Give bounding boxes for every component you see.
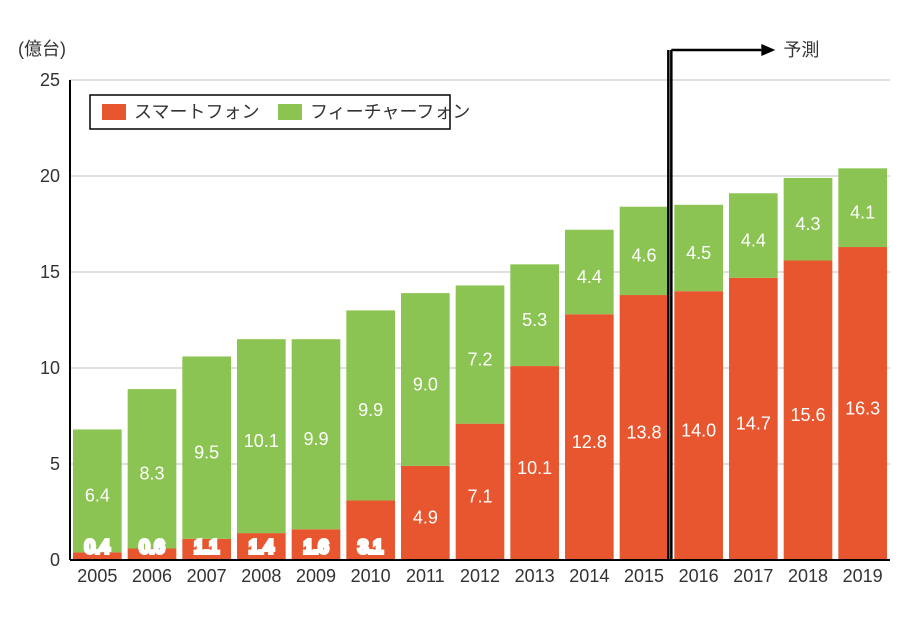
bar-value: 9.0 xyxy=(413,374,438,394)
bar-value: 9.5 xyxy=(194,442,219,462)
bar-value: 4.3 xyxy=(795,214,820,234)
bar-value: 7.1 xyxy=(467,487,492,507)
x-tick-label: 2008 xyxy=(241,566,281,586)
bar-value: 6.4 xyxy=(85,486,110,506)
bar-value: 0.6 xyxy=(139,537,164,557)
y-tick-label: 0 xyxy=(50,550,60,570)
y-tick-label: 25 xyxy=(40,70,60,90)
x-tick-label: 2009 xyxy=(296,566,336,586)
x-tick-label: 2015 xyxy=(624,566,664,586)
bar-value: 8.3 xyxy=(139,464,164,484)
bar-value: 3.1 xyxy=(358,537,383,557)
x-tick-label: 2007 xyxy=(187,566,227,586)
bar-value: 12.8 xyxy=(572,432,607,452)
y-tick-label: 15 xyxy=(40,262,60,282)
bar-value: 4.1 xyxy=(850,202,875,222)
chart-container: 05101520250.40.46.40.60.68.31.11.19.51.4… xyxy=(0,0,904,627)
x-tick-label: 2016 xyxy=(679,566,719,586)
bar-value: 1.4 xyxy=(249,537,274,557)
bar-value: 9.9 xyxy=(303,429,328,449)
bar-value: 0.4 xyxy=(85,537,110,557)
bar-value: 14.7 xyxy=(736,414,771,434)
legend-label: フィーチャーフォン xyxy=(310,102,470,122)
x-tick-label: 2011 xyxy=(406,566,445,586)
forecast-label: 予測 xyxy=(783,40,819,60)
bar-value: 4.5 xyxy=(686,243,711,263)
x-tick-label: 2013 xyxy=(515,566,555,586)
bar-value: 9.9 xyxy=(358,400,383,420)
bar-value: 13.8 xyxy=(626,422,661,442)
x-tick-label: 2019 xyxy=(843,566,883,586)
x-tick-label: 2010 xyxy=(351,566,391,586)
bar-value: 1.6 xyxy=(303,537,328,557)
y-tick-label: 20 xyxy=(40,166,60,186)
x-tick-label: 2006 xyxy=(132,566,172,586)
bar-value: 4.4 xyxy=(577,267,602,287)
bar-value: 4.9 xyxy=(413,508,438,528)
bar-value: 14.0 xyxy=(681,420,716,440)
chart-svg: 05101520250.40.46.40.60.68.31.11.19.51.4… xyxy=(0,0,904,627)
legend-swatch xyxy=(278,104,302,120)
bar-value: 1.1 xyxy=(194,537,219,557)
y-axis-unit: (億台) xyxy=(18,39,66,59)
x-tick-label: 2012 xyxy=(460,566,500,586)
bar-value: 10.1 xyxy=(517,458,552,478)
bar-value: 5.3 xyxy=(522,310,547,330)
legend-label: スマートフォン xyxy=(134,102,259,122)
x-tick-label: 2018 xyxy=(788,566,828,586)
bar-value: 10.1 xyxy=(244,431,279,451)
y-tick-label: 10 xyxy=(40,358,60,378)
bar-value: 15.6 xyxy=(790,405,825,425)
x-tick-label: 2014 xyxy=(569,566,609,586)
bar-value: 4.4 xyxy=(741,230,766,250)
bar-value: 7.2 xyxy=(467,349,492,369)
legend-swatch xyxy=(102,104,126,120)
bar-value: 4.6 xyxy=(631,246,656,266)
x-tick-label: 2005 xyxy=(77,566,117,586)
x-tick-label: 2017 xyxy=(733,566,773,586)
y-tick-label: 5 xyxy=(50,454,60,474)
bar-value: 16.3 xyxy=(845,398,880,418)
